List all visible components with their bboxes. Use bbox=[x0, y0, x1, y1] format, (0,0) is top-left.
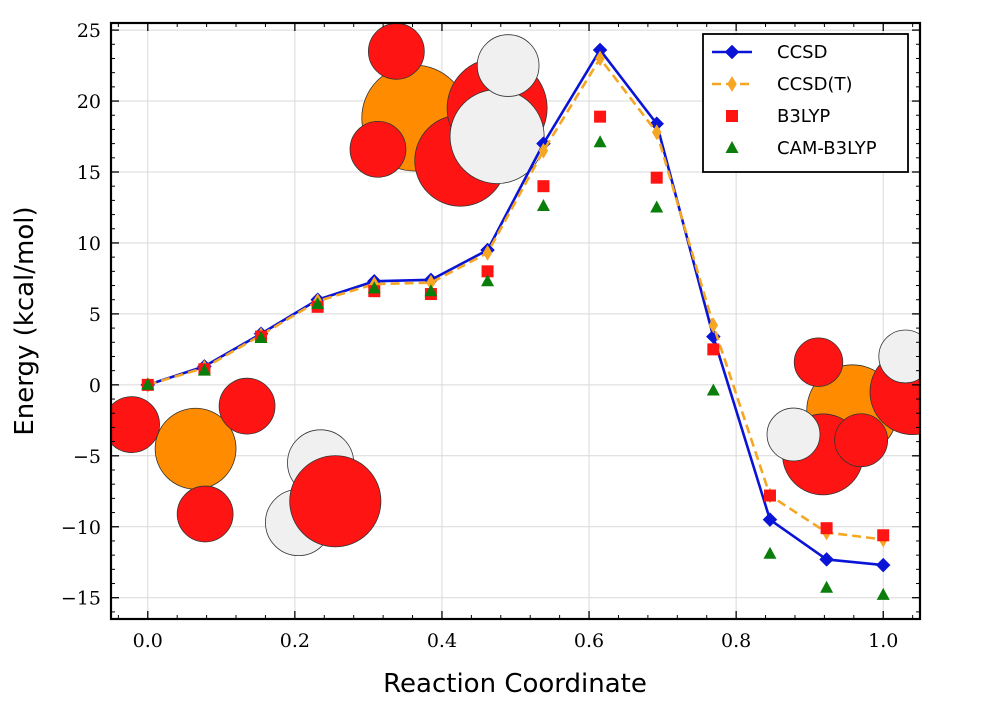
atom bbox=[766, 407, 821, 462]
x-tick-label: 0.6 bbox=[574, 630, 604, 652]
y-tick-label: 5 bbox=[89, 304, 101, 326]
x-tick-label: 1.0 bbox=[868, 630, 898, 652]
y-tick-label: 10 bbox=[77, 233, 101, 255]
atom bbox=[368, 23, 425, 80]
data-point bbox=[820, 580, 834, 593]
product-molecule bbox=[766, 329, 920, 496]
data-point bbox=[538, 142, 549, 159]
data-point bbox=[820, 522, 833, 535]
data-point bbox=[254, 331, 268, 344]
data-point bbox=[762, 512, 778, 528]
data-point bbox=[875, 557, 891, 573]
y-tick-label: 15 bbox=[77, 162, 101, 184]
data-point bbox=[424, 284, 438, 297]
series-cam-b3lyp bbox=[141, 135, 890, 600]
atom bbox=[476, 34, 540, 97]
y-tick-label: 25 bbox=[77, 20, 101, 42]
data-point bbox=[595, 50, 605, 67]
data-point bbox=[367, 281, 381, 294]
data-point bbox=[482, 244, 493, 261]
atom bbox=[289, 455, 382, 548]
series-line bbox=[147, 48, 884, 567]
legend-item: CAM-B3LYP bbox=[725, 138, 877, 159]
legend-label: CCSD(T) bbox=[777, 74, 852, 95]
data-point bbox=[876, 587, 890, 600]
molecule-illustrations bbox=[111, 23, 920, 557]
data-point bbox=[707, 343, 720, 356]
data-point bbox=[763, 489, 776, 502]
legend-item: B3LYP bbox=[726, 106, 830, 127]
data-point bbox=[650, 200, 664, 213]
plot-frame bbox=[109, 21, 922, 621]
y-axis-title: Energy (kcal/mol) bbox=[10, 206, 40, 435]
legend-item: CCSD(T) bbox=[712, 74, 852, 95]
x-axis-title: Reaction Coordinate bbox=[383, 669, 647, 699]
legend-item: CCSD bbox=[712, 42, 827, 63]
data-series bbox=[140, 42, 891, 600]
data-point bbox=[537, 180, 550, 193]
x-tick-label: 0.0 bbox=[133, 630, 163, 652]
atom bbox=[793, 337, 844, 387]
atom bbox=[834, 413, 889, 468]
data-point bbox=[706, 383, 720, 396]
atom bbox=[218, 377, 276, 435]
data-point bbox=[141, 377, 155, 390]
data-point bbox=[594, 110, 607, 123]
data-point bbox=[763, 546, 777, 559]
y-tick-label: 0 bbox=[89, 375, 101, 397]
series-line bbox=[147, 57, 884, 541]
y-tick-label: −15 bbox=[61, 588, 101, 610]
legend-box bbox=[702, 33, 909, 173]
legend-marker bbox=[725, 141, 739, 153]
y-tick-label: 20 bbox=[77, 91, 101, 113]
data-point bbox=[593, 135, 607, 148]
legend-marker bbox=[724, 44, 740, 60]
legend: CCSD CCSD(T) B3LYP CAM-B3LYP bbox=[702, 33, 909, 173]
data-point bbox=[197, 363, 211, 376]
x-tick-label: 0.8 bbox=[721, 630, 751, 652]
data-point bbox=[708, 317, 719, 334]
legend-label: B3LYP bbox=[777, 106, 830, 127]
data-point bbox=[311, 296, 325, 309]
x-tick-labels: 0.0 0.2 0.4 0.6 0.8 1.0 bbox=[133, 630, 899, 652]
y-tick-labels: −15 −10 −5 0 5 10 15 20 25 bbox=[61, 20, 101, 610]
atom bbox=[878, 329, 920, 384]
transition-state-molecule bbox=[349, 23, 548, 207]
legend-marker bbox=[726, 110, 738, 122]
atom bbox=[176, 485, 234, 543]
legend-label: CCSD bbox=[777, 42, 827, 63]
legend-marker bbox=[727, 76, 737, 92]
x-tick-label: 0.4 bbox=[427, 630, 457, 652]
data-point bbox=[481, 274, 495, 287]
x-tick-label: 0.2 bbox=[280, 630, 310, 652]
legend-label: CAM-B3LYP bbox=[777, 138, 877, 159]
atom bbox=[349, 120, 407, 178]
data-point bbox=[651, 124, 662, 141]
data-point bbox=[650, 171, 663, 184]
data-point bbox=[536, 199, 550, 212]
data-point bbox=[877, 529, 890, 542]
atom bbox=[111, 396, 160, 453]
data-point bbox=[481, 265, 494, 278]
data-point bbox=[819, 552, 834, 567]
y-tick-label: −5 bbox=[73, 446, 101, 468]
reactant-molecule bbox=[111, 377, 382, 557]
y-tick-label: −10 bbox=[61, 517, 101, 539]
